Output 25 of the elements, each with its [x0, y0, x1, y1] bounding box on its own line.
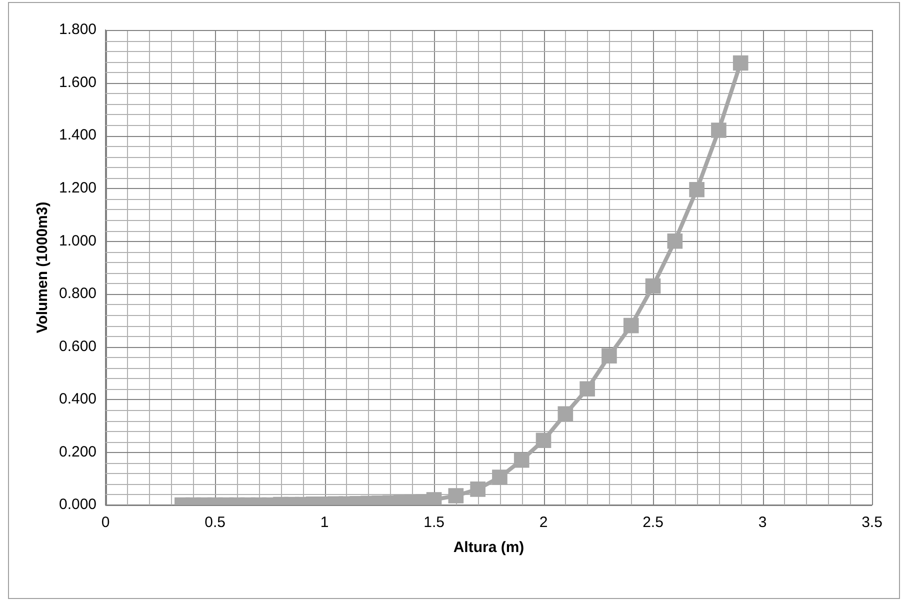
x-tick-label: 2	[539, 514, 548, 532]
y-tick-label: 1.000	[58, 232, 97, 250]
y-tick-label: 0.200	[58, 443, 97, 460]
x-tick-label: 0	[101, 514, 110, 532]
x-tick-label: 3.5	[862, 514, 882, 532]
point	[711, 122, 726, 138]
y-tick-label: 1.400	[58, 126, 97, 144]
y-tick-label: 0.400	[58, 390, 97, 408]
y-tick-label: 0.600	[58, 338, 97, 355]
y-tick-label: 0.800	[58, 285, 97, 302]
x-tick-label: 2.5	[642, 514, 664, 532]
y-tick-label: 1.200	[58, 179, 97, 196]
y-axis-title: Volumen (1000m3)	[34, 202, 52, 334]
x-tick-label: 1	[320, 514, 329, 532]
y-tick-label: 0.000	[58, 496, 97, 514]
point	[689, 182, 704, 198]
x-tick-label: 0.5	[204, 514, 226, 532]
point	[645, 278, 661, 294]
point	[623, 318, 639, 334]
x-tick-label: 3	[758, 514, 767, 532]
point	[667, 233, 683, 249]
x-tick-label: 1.5	[424, 514, 444, 532]
y-tick-label: 1.600	[58, 74, 97, 91]
x-axis-title: Altura (m)	[453, 539, 524, 556]
y-tick-label: 1.800	[58, 21, 97, 38]
